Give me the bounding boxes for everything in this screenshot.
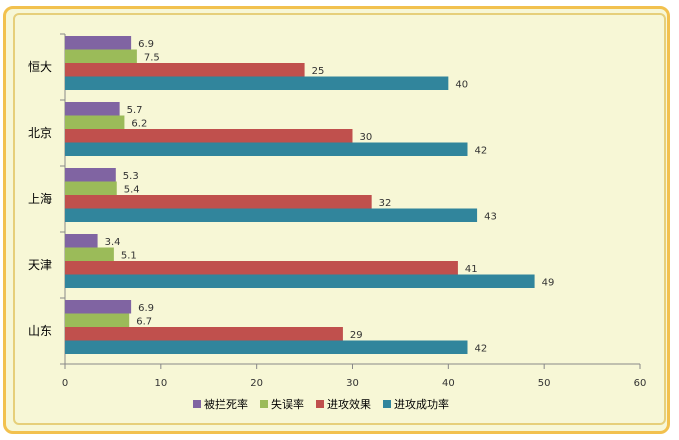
data-label: 41 <box>465 264 478 275</box>
category-label: 天津 <box>28 258 52 272</box>
data-label: 5.7 <box>127 105 143 116</box>
x-tick-label: 0 <box>62 378 68 389</box>
category-label: 恒大 <box>28 60 52 74</box>
x-tick-label: 40 <box>442 378 455 389</box>
category-label: 北京 <box>28 126 52 140</box>
legend-label: 进攻成功率 <box>394 397 449 411</box>
legend-label: 被拦死率 <box>204 397 248 411</box>
data-label: 32 <box>379 198 392 209</box>
data-label: 3.4 <box>105 237 121 248</box>
bar <box>65 195 372 209</box>
data-label: 5.4 <box>124 184 140 195</box>
bar <box>65 247 114 261</box>
bar <box>65 76 449 90</box>
bar <box>65 181 117 195</box>
bar <box>65 63 305 77</box>
bar <box>65 340 468 354</box>
bar <box>65 142 468 156</box>
bar <box>65 208 478 222</box>
bar <box>65 102 120 116</box>
data-label: 29 <box>350 330 363 341</box>
data-label: 6.2 <box>131 118 147 129</box>
legend-label: 进攻效果 <box>327 397 371 411</box>
x-tick-label: 10 <box>154 378 167 389</box>
bar <box>65 261 458 275</box>
data-label: 5.1 <box>121 250 137 261</box>
bar <box>65 115 125 129</box>
legend-swatch <box>316 400 324 408</box>
data-label: 42 <box>475 343 488 354</box>
data-label: 49 <box>542 277 555 288</box>
legend-swatch <box>383 400 391 408</box>
x-tick-label: 50 <box>538 378 551 389</box>
x-tick-label: 20 <box>250 378 263 389</box>
chart-inner-border <box>13 13 666 425</box>
data-label: 5.3 <box>123 171 139 182</box>
data-label: 7.5 <box>144 52 160 63</box>
legend-swatch <box>260 400 268 408</box>
legend-swatch <box>193 400 201 408</box>
data-label: 43 <box>484 211 497 222</box>
category-label: 山东 <box>28 324 52 338</box>
data-label: 40 <box>455 79 468 90</box>
data-label: 30 <box>360 132 373 143</box>
bar <box>65 327 343 341</box>
data-label: 25 <box>312 66 325 77</box>
data-label: 6.7 <box>136 316 152 327</box>
data-label: 6.9 <box>138 39 154 50</box>
bar <box>65 274 535 288</box>
bar <box>65 36 132 50</box>
bar <box>65 313 130 327</box>
data-label: 6.9 <box>138 303 154 314</box>
bar <box>65 234 98 248</box>
bar <box>65 129 353 143</box>
legend-label: 失误率 <box>271 397 304 411</box>
category-label: 上海 <box>28 191 52 206</box>
bar <box>65 168 116 182</box>
x-tick-label: 60 <box>634 378 647 389</box>
bar <box>65 300 132 314</box>
bar <box>65 49 137 63</box>
x-tick-label: 30 <box>346 378 359 389</box>
data-label: 42 <box>475 145 488 156</box>
